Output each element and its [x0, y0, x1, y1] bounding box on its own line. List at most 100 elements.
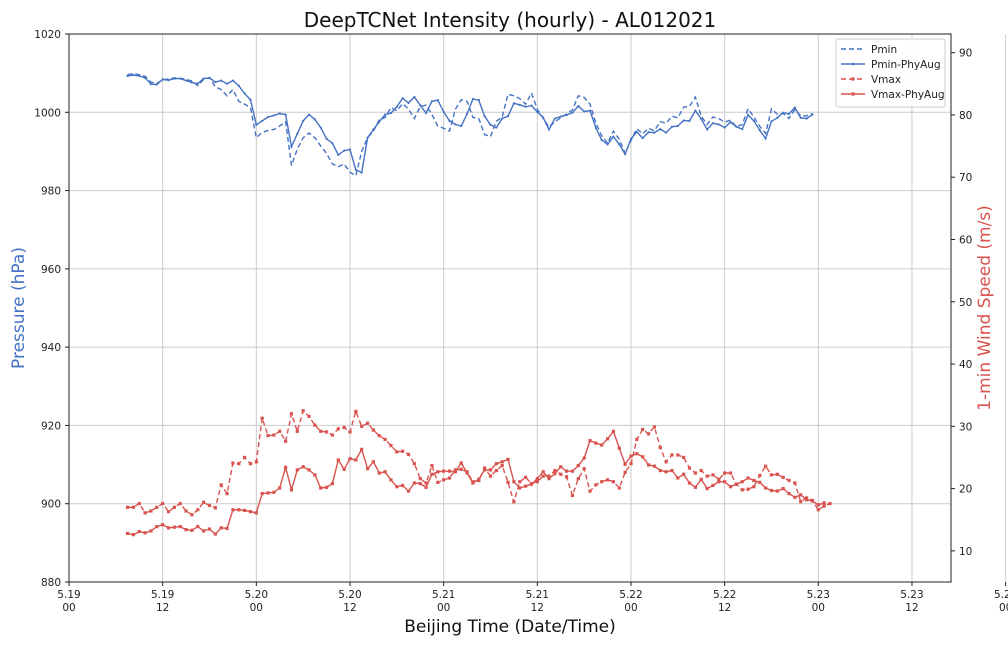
- data-point: [488, 474, 493, 478]
- data-point: [676, 476, 680, 480]
- data-point: [278, 429, 282, 433]
- data-point: [461, 99, 462, 100]
- y-left-tick-label: 960: [41, 264, 61, 276]
- data-point: [788, 118, 789, 119]
- data-point: [437, 125, 438, 126]
- data-point: [541, 470, 545, 474]
- data-point: [424, 481, 428, 485]
- y-left-tick-label: 880: [41, 577, 61, 589]
- data-point: [408, 109, 409, 110]
- data-point: [278, 112, 281, 115]
- data-point: [793, 106, 796, 109]
- data-point: [670, 453, 674, 457]
- data-point: [483, 115, 486, 118]
- data-point: [635, 452, 639, 456]
- data-point: [694, 109, 697, 112]
- data-point: [320, 145, 321, 146]
- data-point: [701, 116, 702, 117]
- data-point: [605, 478, 610, 482]
- data-point: [740, 488, 744, 492]
- data-point: [822, 504, 826, 508]
- data-point: [671, 116, 672, 117]
- data-point: [149, 83, 153, 86]
- data-point: [272, 433, 276, 437]
- data-point: [769, 488, 774, 493]
- legend-marker: [851, 92, 855, 96]
- data-point: [553, 472, 557, 476]
- data-point: [254, 511, 258, 515]
- data-point: [617, 486, 621, 490]
- data-point: [155, 83, 158, 86]
- data-point: [518, 103, 521, 106]
- data-point: [448, 119, 451, 122]
- data-point: [730, 120, 731, 121]
- data-point: [648, 128, 649, 129]
- data-point: [793, 495, 797, 499]
- data-point: [822, 501, 826, 505]
- data-point: [360, 447, 364, 451]
- data-point: [700, 117, 703, 121]
- data-point: [313, 118, 316, 121]
- data-point: [619, 139, 620, 140]
- data-point: [126, 74, 129, 77]
- data-point: [184, 79, 188, 82]
- data-point: [664, 460, 668, 464]
- data-point: [395, 485, 399, 489]
- data-point: [231, 79, 235, 82]
- y-left-tick-label: 1000: [34, 107, 61, 119]
- x-tick-time: 12: [531, 602, 544, 614]
- data-point: [237, 462, 241, 466]
- data-point: [613, 130, 614, 131]
- data-point: [547, 128, 551, 131]
- data-point: [693, 485, 697, 489]
- data-point: [413, 95, 416, 99]
- data-point: [478, 118, 479, 119]
- data-point: [360, 424, 364, 428]
- y-left-tick-label: 980: [41, 186, 61, 198]
- legend-label: Vmax-PhyAug: [871, 89, 945, 101]
- data-point: [595, 123, 596, 124]
- data-point: [565, 113, 568, 117]
- data-point: [724, 121, 725, 122]
- data-point: [406, 452, 411, 456]
- data-point: [810, 499, 815, 503]
- data-point: [325, 137, 328, 141]
- data-point: [799, 116, 802, 119]
- data-point: [442, 110, 445, 113]
- legend-item-pmin: Pmin: [841, 44, 897, 56]
- data-point: [559, 472, 563, 476]
- data-point: [237, 508, 241, 512]
- data-point: [161, 523, 165, 527]
- data-point: [250, 107, 251, 108]
- data-point: [301, 465, 305, 469]
- data-point: [283, 465, 288, 470]
- data-point: [828, 501, 832, 506]
- data-point: [131, 533, 135, 537]
- data-point: [418, 482, 422, 486]
- data-point: [389, 478, 393, 482]
- data-point: [717, 477, 721, 481]
- data-point: [197, 85, 198, 86]
- data-point: [530, 104, 533, 107]
- data-point: [553, 468, 557, 473]
- data-point: [799, 500, 803, 504]
- data-point: [414, 118, 415, 119]
- data-point: [641, 455, 645, 459]
- data-point: [248, 510, 253, 514]
- data-point: [477, 99, 480, 102]
- data-point: [777, 114, 778, 115]
- data-point: [149, 529, 153, 533]
- data-point: [594, 483, 598, 487]
- data-point: [659, 128, 662, 131]
- data-point: [642, 133, 643, 134]
- data-point: [781, 486, 785, 491]
- data-point: [295, 468, 299, 472]
- data-point: [494, 468, 498, 473]
- data-point: [453, 468, 457, 472]
- data-point: [344, 163, 345, 164]
- data-point: [699, 477, 703, 481]
- data-point: [454, 123, 457, 126]
- data-point: [693, 471, 697, 475]
- data-point: [302, 119, 305, 122]
- data-point: [279, 125, 280, 126]
